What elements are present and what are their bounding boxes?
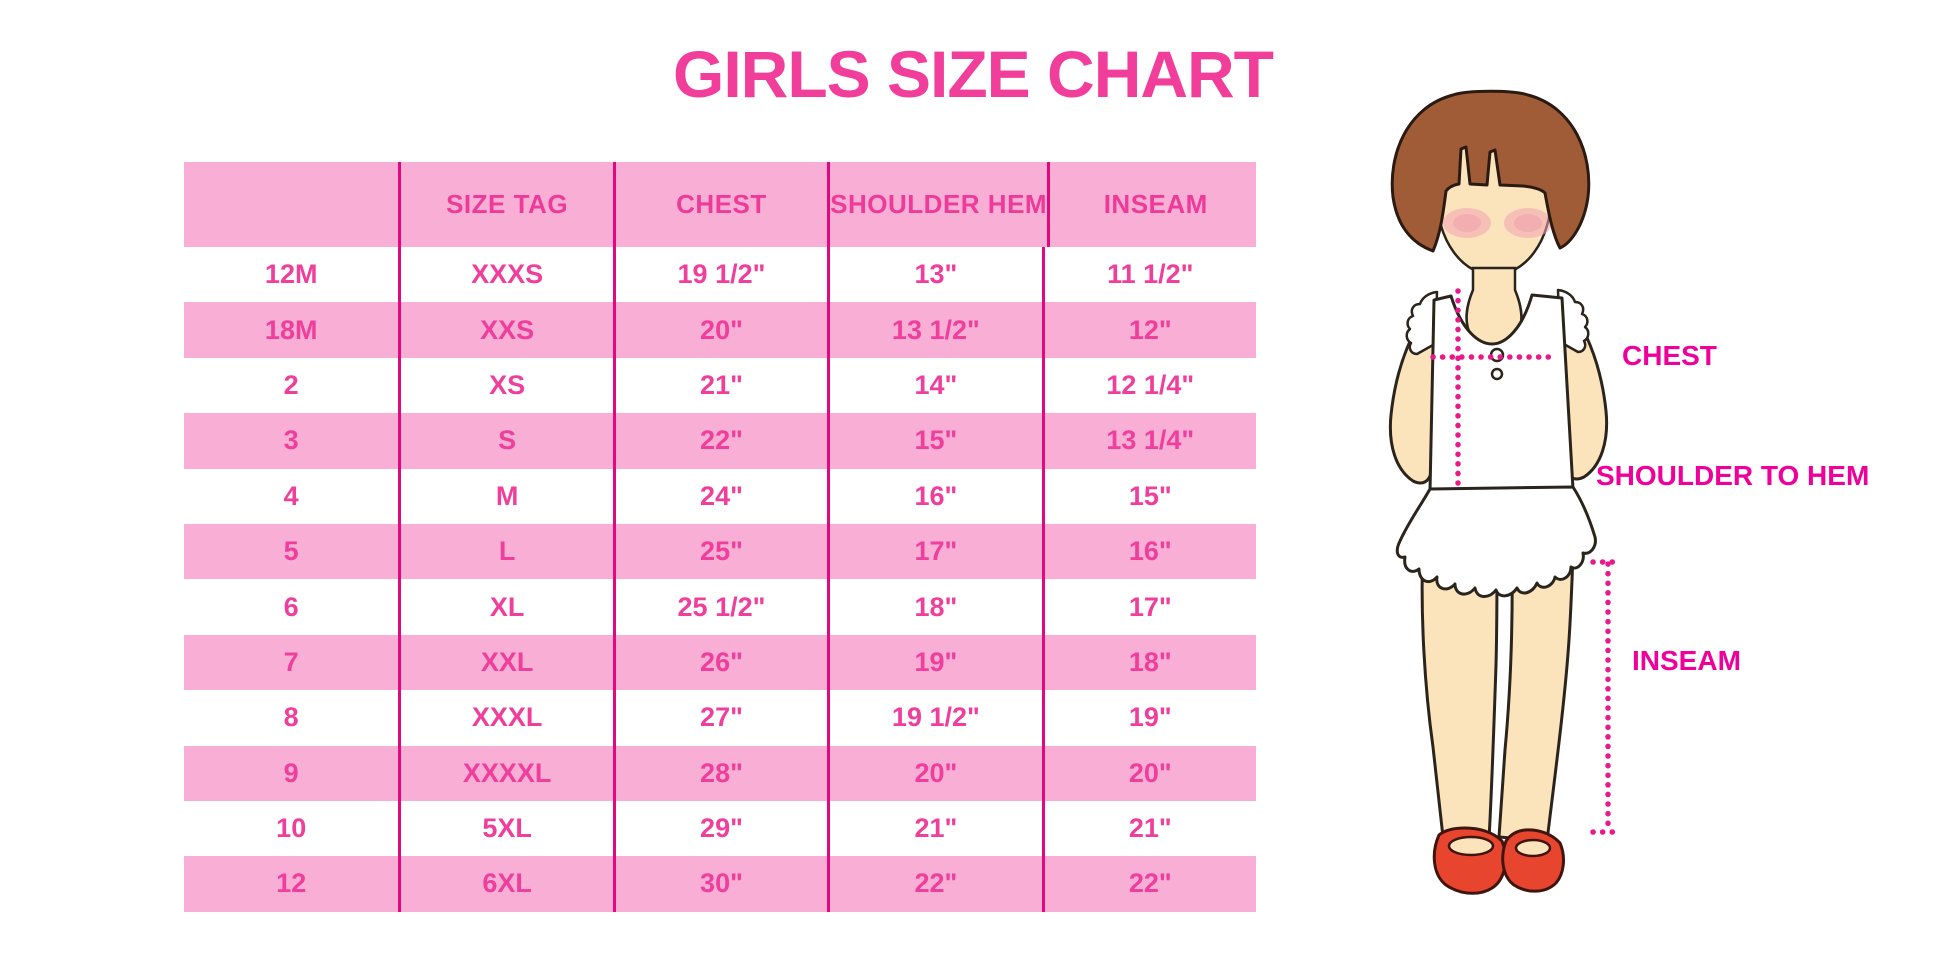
- table-cell: 18": [827, 579, 1041, 635]
- header-cell-shoulder-hem: SHOULDER HEM: [827, 162, 1047, 247]
- header-cell-inseam: INSEAM: [1047, 162, 1261, 247]
- table-cell: 12 1/4": [1041, 357, 1256, 414]
- table-row: 2 XS 21" 14" 12 1/4": [184, 357, 1256, 414]
- size-cell: 5: [283, 536, 299, 567]
- table-cell: 19 1/2": [612, 247, 827, 303]
- size-cell: 18M: [264, 314, 318, 345]
- table-cell: 6XL: [398, 856, 612, 912]
- chest-label: CHEST: [1622, 340, 1717, 371]
- table-row: 12 6XL 30" 22" 22": [184, 856, 1256, 912]
- table-cell: 29": [612, 800, 827, 857]
- table-cell: 22": [612, 413, 827, 469]
- table-row: 18M XXS 20" 13 1/2" 12": [184, 302, 1256, 358]
- table-cell: 21": [827, 800, 1041, 857]
- table-row: 3 S 22" 15" 13 1/4": [184, 413, 1256, 469]
- table-cell: 25": [612, 523, 827, 580]
- ruffle-skirt: [1395, 485, 1597, 598]
- table-header-row: SIZE TAG CHEST SHOULDER HEM INSEAM: [184, 162, 1256, 247]
- inseam-label: INSEAM: [1632, 645, 1741, 676]
- table-cell: 22": [1041, 856, 1256, 912]
- table-cell: 19": [1041, 690, 1256, 746]
- table-cell: 13 1/2": [827, 302, 1041, 358]
- size-cell: 8: [283, 702, 299, 733]
- table-cell: 15": [1041, 468, 1256, 524]
- table-cell: 11 1/2": [1041, 247, 1256, 303]
- table-cell: 16": [827, 468, 1041, 524]
- size-chart-table: SIZE TAG CHEST SHOULDER HEM INSEAM 12M XXXS 19…: [184, 162, 1256, 912]
- size-cell: 12M: [264, 259, 318, 290]
- table-cell: 18": [1041, 634, 1256, 691]
- shoes: [1432, 826, 1565, 895]
- cheeks: [1443, 208, 1552, 238]
- table-cell: 26": [612, 634, 827, 691]
- table-cell: 28": [612, 745, 827, 801]
- table-cell: M: [398, 468, 612, 524]
- table-cell: 14": [827, 357, 1041, 414]
- table-cell: 16": [1041, 523, 1256, 580]
- table-cell: 17": [1041, 579, 1256, 635]
- table-cell: 22": [827, 856, 1041, 912]
- table-cell: 21": [1041, 800, 1256, 857]
- table-cell: XL: [398, 579, 612, 635]
- size-cell: 6: [283, 591, 299, 622]
- table-cell: 30": [612, 856, 827, 912]
- size-cell: 4: [283, 480, 299, 511]
- header-cell-chest: CHEST: [612, 162, 827, 247]
- table-cell: XXXS: [398, 247, 612, 303]
- table-row: 8 XXXL 27" 19 1/2" 19": [184, 690, 1256, 746]
- table-row: 12M XXXS 19 1/2" 13" 11 1/2": [184, 247, 1256, 303]
- table-cell: 15": [827, 413, 1041, 469]
- girl-figure-illustration: [1388, 89, 1622, 895]
- table-cell: 20": [1041, 745, 1256, 801]
- measurement-lines: [1430, 288, 1622, 835]
- table-row: 7 XXL 26" 19" 18": [184, 634, 1256, 691]
- table-cell: 13": [827, 247, 1041, 303]
- size-cell: 12: [276, 868, 307, 899]
- header-cell-size-tag: SIZE TAG: [398, 162, 612, 247]
- table-cell: 24": [612, 468, 827, 524]
- size-cell: 3: [283, 425, 299, 456]
- table-cell: 20": [612, 302, 827, 358]
- table-cell: 19": [827, 634, 1041, 691]
- table-cell: 21": [612, 357, 827, 414]
- table-cell: S: [398, 413, 612, 469]
- table-cell: XXXXL: [398, 745, 612, 801]
- table-cell: XXS: [398, 302, 612, 358]
- table-cell: 25 1/2": [612, 579, 827, 635]
- size-cell: 7: [283, 646, 299, 677]
- table-cell: 13 1/4": [1041, 413, 1256, 469]
- table-cell: XS: [398, 357, 612, 414]
- table-row: 5 L 25" 17" 16": [184, 523, 1256, 580]
- table-cell: L: [398, 523, 612, 580]
- top-bodice: [1428, 293, 1575, 493]
- table-cell: 20": [827, 745, 1041, 801]
- hair: [1390, 89, 1591, 253]
- table-row: 9 XXXXL 28" 20" 20": [184, 745, 1256, 801]
- table-cell: 12": [1041, 302, 1256, 358]
- header-cell-size: [184, 162, 398, 247]
- table-cell: 19 1/2": [827, 690, 1041, 746]
- table-cell: XXXL: [398, 690, 612, 746]
- size-cell: 10: [276, 813, 307, 844]
- page-title: GIRLS SIZE CHART: [672, 37, 1274, 111]
- size-cell: 9: [283, 757, 299, 788]
- size-cell: 2: [283, 369, 299, 400]
- table-cell: 17": [827, 523, 1041, 580]
- table-row: 10 5XL 29" 21" 21": [184, 800, 1256, 857]
- table-cell: XXL: [398, 634, 612, 691]
- table-cell: 27": [612, 690, 827, 746]
- shoulder-to-hem-label: SHOULDER TO HEM: [1596, 460, 1870, 491]
- table-row: 4 M 24" 16" 15": [184, 468, 1256, 524]
- table-cell: 5XL: [398, 800, 612, 857]
- table-row: 6 XL 25 1/2" 18" 17": [184, 579, 1256, 635]
